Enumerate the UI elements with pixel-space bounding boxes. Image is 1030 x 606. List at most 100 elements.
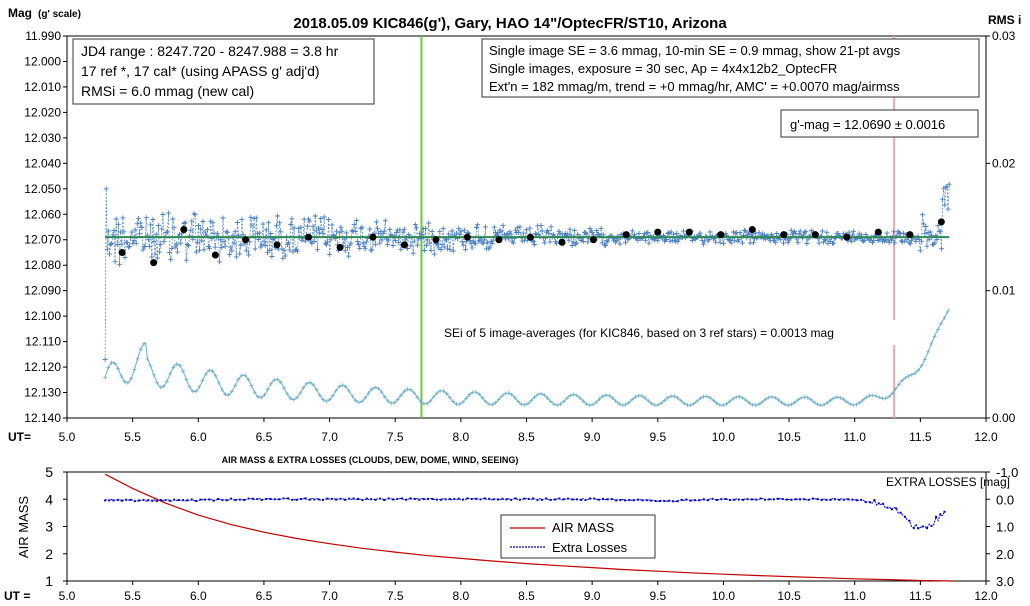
data-point xyxy=(513,227,518,233)
avg-point xyxy=(242,236,250,244)
rms-point xyxy=(158,385,163,390)
top-x-tick-label: 9.5 xyxy=(649,430,666,444)
data-point xyxy=(312,213,318,219)
rms-point xyxy=(574,393,579,398)
rms-point xyxy=(330,393,335,398)
data-point xyxy=(277,220,283,226)
extra-loss-point xyxy=(715,498,718,501)
data-point xyxy=(920,212,925,218)
top-x-tick-label: 11.0 xyxy=(843,430,866,444)
data-point xyxy=(541,240,547,246)
rms-point xyxy=(226,392,231,397)
data-point xyxy=(508,231,514,237)
data-point xyxy=(917,248,923,254)
data-point xyxy=(604,238,610,244)
data-point xyxy=(530,238,536,244)
rms-point xyxy=(395,397,400,402)
data-point xyxy=(148,222,154,228)
data-point xyxy=(863,232,869,237)
data-point xyxy=(138,220,144,226)
data-point xyxy=(457,231,463,237)
avg-point xyxy=(180,226,188,234)
data-point xyxy=(252,246,258,252)
data-point xyxy=(367,226,373,232)
data-point xyxy=(267,248,273,253)
bottom-x-tick-label: 7.5 xyxy=(387,589,404,603)
data-point xyxy=(189,218,195,224)
data-point xyxy=(132,227,138,233)
rms-point xyxy=(916,368,921,373)
data-point xyxy=(248,214,254,220)
rms-point xyxy=(695,399,700,403)
data-point xyxy=(374,219,379,225)
extra-loss-point xyxy=(313,498,316,501)
data-point xyxy=(665,231,671,237)
data-point xyxy=(945,206,951,212)
data-point xyxy=(439,242,445,247)
rms-point xyxy=(207,368,212,373)
rms-point xyxy=(809,397,813,402)
data-point xyxy=(924,243,930,249)
gmag-text: g'-mag = 12.0690 ± 0.0016 xyxy=(790,117,945,132)
data-point xyxy=(127,243,132,249)
extra-loss-point xyxy=(497,498,500,501)
rms-point xyxy=(249,383,254,388)
rms-point xyxy=(698,396,703,401)
top-y-tick-label: 12.090 xyxy=(24,284,61,298)
data-point xyxy=(431,251,437,257)
data-point xyxy=(351,221,357,227)
data-point xyxy=(238,242,244,248)
extra-loss-point xyxy=(216,498,219,501)
data-point xyxy=(161,239,167,245)
avg-point xyxy=(937,218,945,226)
rms-point xyxy=(246,377,251,382)
data-point xyxy=(482,224,488,230)
data-point xyxy=(440,226,446,232)
rms-point xyxy=(262,392,267,397)
data-point xyxy=(120,215,126,221)
rms-point xyxy=(737,394,742,399)
data-point xyxy=(249,222,255,228)
rms-point xyxy=(203,372,208,376)
data-point xyxy=(939,246,944,252)
data-point xyxy=(154,255,160,261)
rms-point xyxy=(467,392,472,397)
data-point xyxy=(932,240,938,246)
rms-point xyxy=(119,374,124,378)
data-point xyxy=(412,222,418,228)
rms-point xyxy=(779,400,784,405)
data-point xyxy=(131,238,137,244)
extra-loss-point xyxy=(930,524,933,527)
data-point xyxy=(157,249,163,255)
data-point xyxy=(617,241,623,247)
rms-point xyxy=(565,396,569,401)
data-point xyxy=(355,239,360,245)
extra-loss-point xyxy=(680,498,683,501)
extra-loss-point xyxy=(501,497,504,500)
gmag-box xyxy=(780,109,979,138)
rms-point xyxy=(584,402,589,406)
extra-loss-point xyxy=(247,497,250,500)
rms-point xyxy=(210,369,215,374)
rms-point xyxy=(282,385,286,390)
data-point xyxy=(875,238,881,243)
data-point xyxy=(317,230,323,236)
extra-loss-point xyxy=(112,499,115,502)
extra-loss-point xyxy=(597,498,600,501)
data-point xyxy=(458,228,464,234)
avg-point xyxy=(150,259,158,267)
rms-point xyxy=(428,398,433,403)
rms-point xyxy=(129,376,134,381)
extra-loss-point xyxy=(676,500,679,503)
extra-loss-point xyxy=(667,499,670,502)
rms-point xyxy=(831,396,836,401)
rms-point xyxy=(460,400,465,404)
rms-point xyxy=(659,401,664,406)
rms-point xyxy=(415,395,420,400)
data-point xyxy=(115,221,121,227)
extra-loss-point xyxy=(291,498,294,501)
info-box-left-line: 17 ref *, 17 cal* (using APASS g' adj'd) xyxy=(81,63,320,79)
data-point xyxy=(495,230,501,236)
rms-point xyxy=(483,399,488,404)
data-point xyxy=(438,247,444,252)
